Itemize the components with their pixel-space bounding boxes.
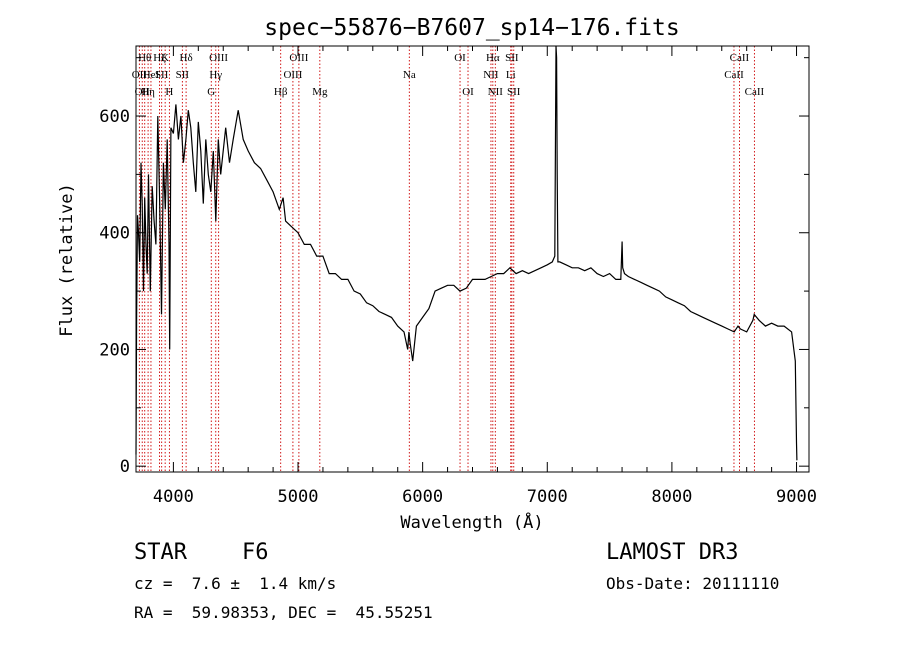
x-tick-label: 5000 [278, 487, 319, 507]
marker-label: Mg [312, 86, 328, 98]
subclass: F6 [242, 540, 269, 565]
obs-date: Obs-Date: 20111110 [606, 574, 780, 593]
y-axis-label: Flux (relative) [57, 183, 77, 337]
x-tick-label: 7000 [527, 487, 568, 507]
marker-label: SII [176, 69, 190, 81]
marker-label: OIII [209, 52, 228, 64]
y-tick-label: 200 [99, 340, 130, 360]
marker-label: CaII [730, 52, 750, 64]
marker-label: Na [403, 69, 416, 81]
marker-label: OIII [283, 69, 302, 81]
marker-label: G [207, 86, 215, 98]
marker-label: OI [454, 52, 466, 64]
chart-title: spec−55876−B7607_sp14−176.fits [264, 15, 679, 41]
marker-label: H [165, 86, 173, 98]
redshift: cz = 7.6 ± 1.4 km/s [134, 574, 337, 593]
y-tick-label: 400 [99, 224, 130, 244]
x-axis-label: Wavelength (Å) [400, 511, 543, 533]
marker-label: OI [462, 86, 474, 98]
marker-label: Hη [141, 86, 155, 98]
marker-label: Hγ [209, 69, 222, 81]
marker-label: Hδ [180, 52, 193, 64]
x-axis: 4000 5000 6000 7000 8000 9000 [153, 46, 817, 507]
marker-label: Hζ [153, 52, 166, 64]
spectrum-line [135, 45, 798, 461]
coordinates: RA = 59.98353, DEC = 45.55251 [134, 603, 433, 622]
marker-label: NII [488, 86, 504, 98]
marker-label: Hβ [274, 86, 288, 98]
y-axis: 0 200 400 600 [99, 57, 809, 477]
marker-label: NII [483, 69, 499, 81]
marker-label: CaII [724, 69, 744, 81]
x-tick-label: 6000 [402, 487, 443, 507]
plot-frame [135, 45, 810, 473]
marker-label: Hα [486, 52, 500, 64]
marker-label: SII [507, 86, 521, 98]
x-tick-label: 8000 [651, 487, 692, 507]
marker-label: Li [506, 69, 516, 81]
line-marker-labels: OIIOIIHθHηHeIHζSIIKHSIIHδGHγOIIIHβOIIIOI… [132, 52, 765, 98]
marker-label: SII [505, 52, 519, 64]
line-markers [138, 46, 755, 472]
survey-name: LAMOST DR3 [606, 540, 739, 565]
object-class: STAR [134, 540, 187, 565]
x-tick-label: 9000 [776, 487, 817, 507]
y-tick-label: 600 [99, 107, 130, 127]
x-tick-label: 4000 [153, 487, 194, 507]
marker-label: OII [135, 86, 151, 98]
marker-label: Hθ [138, 52, 151, 64]
y-tick-label: 0 [120, 457, 130, 477]
marker-label: SII [155, 69, 169, 81]
marker-label: HeI [143, 69, 160, 81]
marker-label: OIII [289, 52, 308, 64]
marker-label: K [161, 52, 169, 64]
marker-label: CaII [745, 86, 765, 98]
